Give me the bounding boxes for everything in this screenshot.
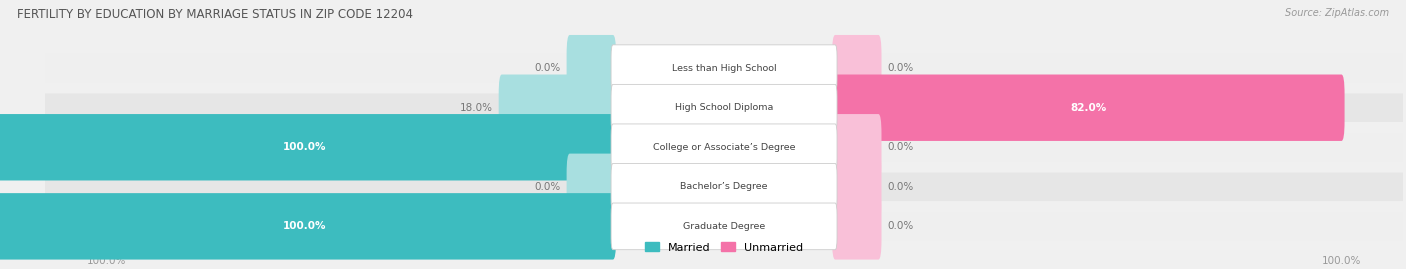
Text: 0.0%: 0.0% bbox=[887, 182, 914, 192]
Text: 0.0%: 0.0% bbox=[887, 142, 914, 152]
FancyBboxPatch shape bbox=[567, 35, 616, 101]
Text: Graduate Degree: Graduate Degree bbox=[683, 222, 765, 231]
FancyBboxPatch shape bbox=[45, 94, 1403, 122]
FancyBboxPatch shape bbox=[612, 124, 837, 171]
Text: 18.0%: 18.0% bbox=[460, 103, 492, 113]
Text: Source: ZipAtlas.com: Source: ZipAtlas.com bbox=[1285, 8, 1389, 18]
Text: 0.0%: 0.0% bbox=[534, 182, 561, 192]
FancyBboxPatch shape bbox=[612, 45, 837, 91]
FancyBboxPatch shape bbox=[832, 75, 1344, 141]
FancyBboxPatch shape bbox=[567, 154, 616, 220]
Text: 0.0%: 0.0% bbox=[887, 221, 914, 231]
FancyBboxPatch shape bbox=[832, 35, 882, 101]
Text: Less than High School: Less than High School bbox=[672, 64, 776, 73]
FancyBboxPatch shape bbox=[832, 154, 882, 220]
FancyBboxPatch shape bbox=[612, 164, 837, 210]
FancyBboxPatch shape bbox=[45, 212, 1403, 240]
Text: 100.0%: 100.0% bbox=[283, 221, 326, 231]
Legend: Married, Unmarried: Married, Unmarried bbox=[641, 238, 807, 257]
FancyBboxPatch shape bbox=[0, 114, 616, 180]
FancyBboxPatch shape bbox=[0, 193, 616, 260]
Text: 82.0%: 82.0% bbox=[1070, 103, 1107, 113]
FancyBboxPatch shape bbox=[499, 75, 616, 141]
FancyBboxPatch shape bbox=[832, 193, 882, 260]
FancyBboxPatch shape bbox=[612, 203, 837, 250]
Text: 100.0%: 100.0% bbox=[283, 142, 326, 152]
FancyBboxPatch shape bbox=[45, 54, 1403, 82]
FancyBboxPatch shape bbox=[45, 173, 1403, 201]
Text: 0.0%: 0.0% bbox=[887, 63, 914, 73]
Text: High School Diploma: High School Diploma bbox=[675, 103, 773, 112]
FancyBboxPatch shape bbox=[612, 84, 837, 131]
Text: Bachelor’s Degree: Bachelor’s Degree bbox=[681, 182, 768, 191]
FancyBboxPatch shape bbox=[45, 133, 1403, 161]
Text: FERTILITY BY EDUCATION BY MARRIAGE STATUS IN ZIP CODE 12204: FERTILITY BY EDUCATION BY MARRIAGE STATU… bbox=[17, 8, 413, 21]
FancyBboxPatch shape bbox=[832, 114, 882, 180]
Text: College or Associate’s Degree: College or Associate’s Degree bbox=[652, 143, 796, 152]
Text: 0.0%: 0.0% bbox=[534, 63, 561, 73]
